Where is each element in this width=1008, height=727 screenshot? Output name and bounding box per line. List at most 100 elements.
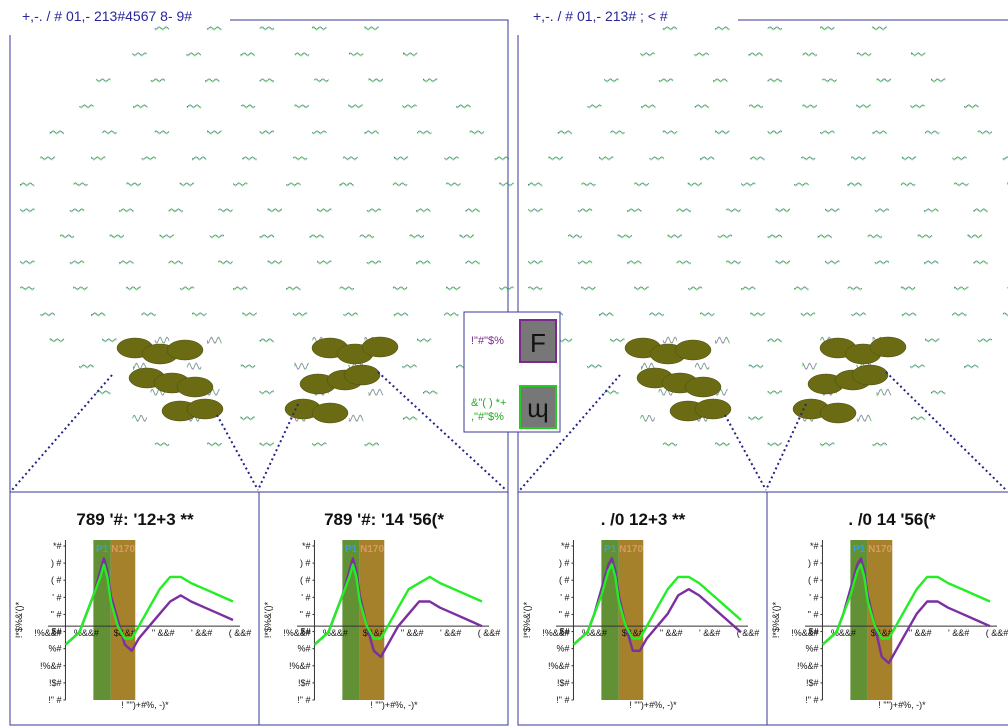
electrode-trace [259, 26, 275, 30]
y-tick-label: !" # [805, 695, 818, 705]
electrode-trace [715, 442, 730, 446]
electrode-trace-alt [366, 209, 382, 213]
electrode-trace-alt [267, 209, 283, 213]
electrode-trace [364, 26, 379, 30]
y-tick-label: !" # [297, 695, 310, 705]
dotted-connector [885, 371, 1007, 491]
electrode-trace [179, 182, 195, 186]
left-left-cluster-blob [166, 339, 204, 361]
electrode-trace-alt [168, 209, 184, 213]
electrode-trace-alt [581, 183, 596, 187]
electrode-trace [867, 234, 883, 238]
electrode-trace [179, 286, 195, 290]
electrode-trace [717, 234, 733, 238]
right-right-cluster-blob [819, 402, 857, 424]
electrode-trace [91, 312, 106, 316]
erp-chart-3: . /0 12+3 ** P1 N170 *#) # ( # ' # " # $# %# !%&#… [522, 510, 759, 710]
series-line-2 [572, 563, 742, 646]
electrode-trace-alt [851, 157, 866, 161]
electrode-trace-alt [309, 235, 325, 239]
electrode-trace [876, 388, 892, 396]
electrode-clusters [116, 336, 907, 424]
electrode-trace-alt [79, 365, 94, 369]
y-tick-label: !" # [556, 695, 569, 705]
electrode-trace [687, 182, 703, 186]
electrode-trace-alt [876, 79, 892, 83]
electrode-trace-alt [567, 235, 583, 239]
electrode-trace [402, 416, 418, 420]
electrode-trace-alt [925, 131, 940, 135]
electrode-trace [1002, 312, 1008, 316]
electrode-trace [715, 336, 730, 344]
electrode-trace-alt [207, 443, 222, 447]
x-tick-label: " &&# [152, 628, 175, 638]
electrode-trace [416, 208, 431, 212]
electrode-trace [207, 336, 222, 344]
electrode-trace [662, 130, 678, 134]
electrode-trace-alt [977, 131, 993, 135]
electrode-trace [825, 260, 840, 264]
electrode-trace-alt [748, 365, 764, 369]
electrode-trace [79, 364, 94, 368]
electrode-trace-alt [911, 53, 926, 57]
electrode-trace-alt [748, 105, 764, 109]
y-tick-label: %# [48, 644, 61, 654]
electrode-trace-alt [662, 27, 678, 31]
electrode-trace [794, 182, 809, 186]
electrode-trace-alt [1002, 313, 1008, 317]
electrode-trace [767, 78, 783, 82]
electrode-trace-alt [207, 131, 222, 135]
electrode-trace [741, 182, 756, 186]
electrode-trace-alt [767, 391, 783, 395]
electrode-trace [240, 416, 255, 420]
electrode-trace-alt [403, 53, 418, 57]
electrode-trace-alt [368, 79, 384, 83]
electrode-trace-alt [417, 131, 432, 135]
electrode-trace [409, 234, 425, 238]
electrode-trace-alt [817, 235, 833, 239]
electrode-trace-alt [641, 105, 656, 109]
electrode-trace-alt [259, 443, 275, 447]
electrode-trace [687, 286, 703, 290]
electrode-trace [973, 260, 988, 264]
left-left-cluster-blob [186, 398, 224, 420]
electrode-trace [851, 312, 866, 316]
y-tick-label: !%&# [40, 661, 62, 671]
electrode-trace-alt [259, 79, 275, 83]
electrode-trace-alt [446, 287, 461, 291]
dotted-connector [377, 371, 507, 491]
electrode-trace [931, 390, 946, 394]
electrode-trace-alt [767, 339, 783, 343]
electrode-trace [20, 260, 35, 264]
x-tick-label: %&&# [831, 628, 856, 638]
electrode-trace [133, 104, 148, 108]
electrode-trace-alt [233, 287, 248, 291]
electrode-trace [748, 52, 763, 56]
electrode-trace-alt [910, 105, 925, 109]
electrode-trace-alt [292, 157, 308, 161]
electrode-trace [748, 416, 763, 420]
electrode-trace [417, 338, 432, 342]
electrode-trace [186, 52, 202, 56]
x-tick-label: ' &&# [699, 628, 720, 638]
electrode-trace-alt [610, 339, 625, 343]
panel-frames [9, 19, 1008, 726]
electrode-trace-alt [676, 261, 692, 265]
electrode-trace [168, 260, 184, 264]
electrode-trace-alt [658, 79, 674, 83]
electrode-trace-alt [242, 157, 257, 161]
y-tick-label: " # [51, 609, 62, 619]
electrode-trace [750, 312, 765, 316]
electrode-trace-alt [856, 105, 871, 109]
electrode-trace-alt [348, 415, 364, 423]
electrode-trace [446, 182, 461, 186]
y-tick-label: !%&# [289, 661, 311, 671]
electrode-trace [343, 312, 358, 316]
y-tick-label: $# [300, 627, 310, 637]
y-axis-label: !*$%&'()* [14, 601, 24, 638]
electrode-trace [205, 78, 220, 82]
electrode-trace-alt [102, 131, 117, 135]
electrode-trace-alt [967, 235, 983, 239]
electrode-trace-alt [825, 261, 840, 265]
